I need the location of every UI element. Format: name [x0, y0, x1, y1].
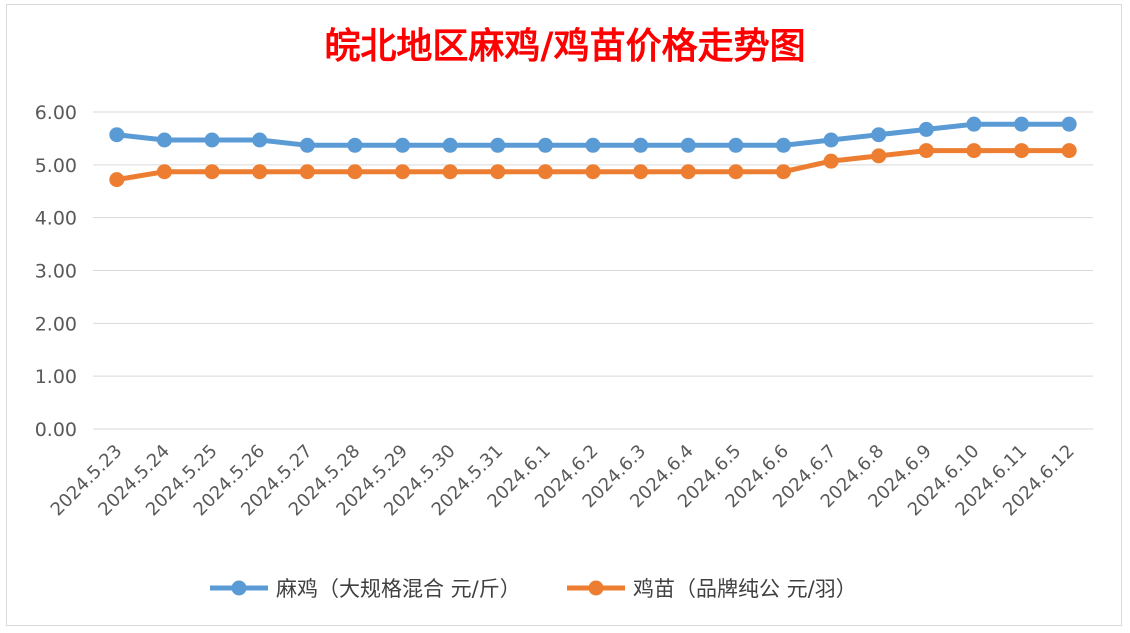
legend-label: 麻鸡（大规格混合 元/斤）	[276, 577, 521, 601]
data-point	[442, 164, 458, 180]
data-point	[585, 137, 601, 153]
data-point	[490, 164, 506, 180]
data-point	[585, 164, 601, 180]
data-point	[680, 164, 696, 180]
data-point	[204, 132, 220, 148]
data-point	[347, 137, 363, 153]
data-point	[395, 164, 411, 180]
data-point	[918, 143, 934, 159]
y-axis-ticks: 0.00 1.00 2.00 3.00 4.00 5.00 6.00	[35, 102, 77, 441]
data-point	[775, 137, 791, 153]
gridlines	[93, 111, 1093, 430]
legend-swatch-marker	[588, 580, 604, 596]
y-tick-label: 1.00	[35, 366, 77, 388]
data-point	[1061, 143, 1077, 159]
data-point	[395, 137, 411, 153]
data-point	[775, 164, 791, 180]
data-point	[871, 127, 887, 143]
data-point	[537, 164, 553, 180]
data-point	[1014, 143, 1030, 159]
legend-label: 鸡苗（品牌纯公 元/羽）	[633, 577, 857, 601]
data-point	[299, 137, 315, 153]
data-point	[918, 121, 934, 137]
data-point	[966, 116, 982, 132]
data-point	[442, 137, 458, 153]
x-axis-ticks: 2024.5.232024.5.242024.5.252024.5.262024…	[47, 441, 1079, 521]
data-point	[204, 164, 220, 180]
data-point	[823, 153, 839, 169]
chart-title: 皖北地区麻鸡/鸡苗价格走势图	[324, 25, 805, 67]
legend: 麻鸡（大规格混合 元/斤） 鸡苗（品牌纯公 元/羽）	[210, 577, 857, 601]
data-point	[633, 164, 649, 180]
y-tick-label: 6.00	[35, 102, 77, 124]
data-point	[109, 172, 125, 188]
data-point	[633, 137, 649, 153]
data-point	[299, 164, 315, 180]
data-point	[823, 132, 839, 148]
data-point	[680, 137, 696, 153]
chart-frame	[6, 4, 1122, 626]
y-tick-label: 2.00	[35, 313, 77, 335]
data-point	[347, 164, 363, 180]
data-point	[728, 137, 744, 153]
y-tick-label: 5.00	[35, 155, 77, 177]
data-point	[156, 132, 172, 148]
data-point	[490, 137, 506, 153]
data-point	[966, 143, 982, 159]
y-tick-label: 3.00	[35, 261, 77, 283]
data-point	[728, 164, 744, 180]
data-point	[252, 132, 268, 148]
data-point	[1014, 116, 1030, 132]
data-point	[537, 137, 553, 153]
y-tick-label: 4.00	[35, 208, 77, 230]
data-point	[871, 148, 887, 164]
y-tick-label: 0.00	[35, 419, 77, 441]
data-point	[109, 127, 125, 143]
data-point	[156, 164, 172, 180]
data-point	[1061, 116, 1077, 132]
legend-swatch-marker	[231, 580, 247, 596]
data-point	[252, 164, 268, 180]
series-points	[109, 116, 1077, 188]
